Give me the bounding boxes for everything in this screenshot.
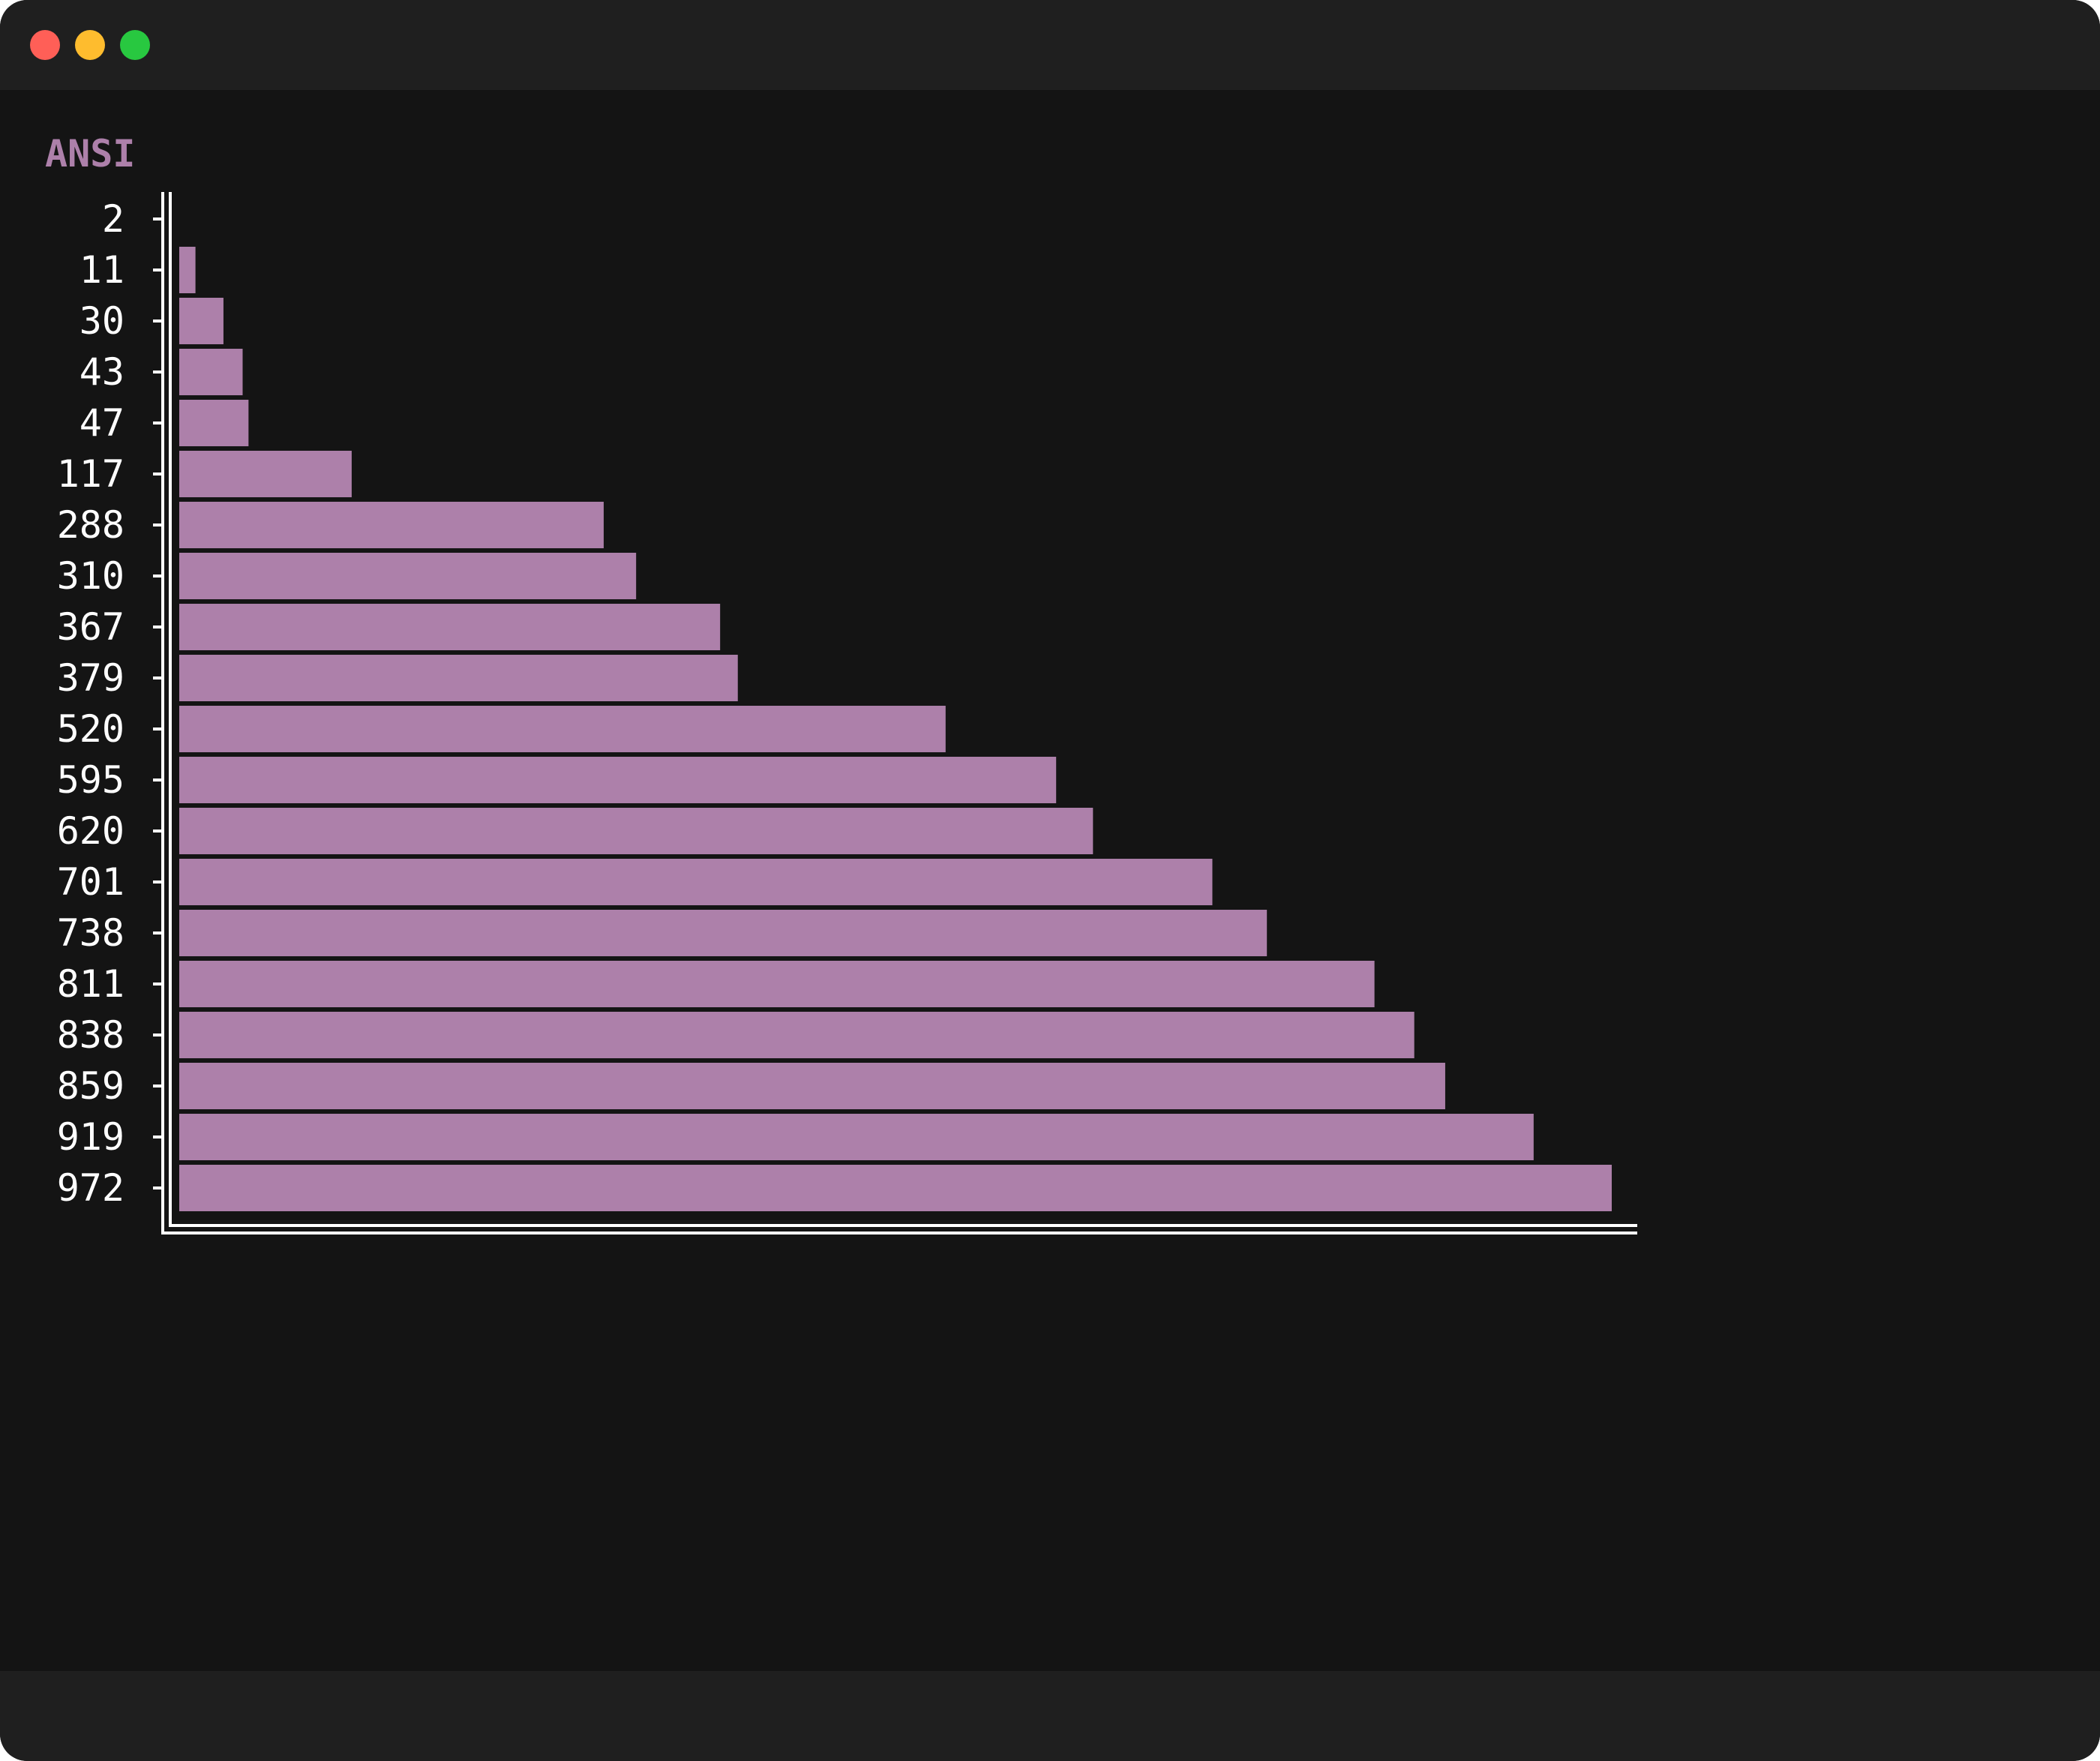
bar [179,502,604,548]
bar [179,859,1213,905]
y-tick-label: 738 [57,911,124,955]
bar [179,1114,1534,1160]
chart-axes [153,192,1637,1234]
chart-title: ANSI [45,132,135,176]
bar [179,808,1094,854]
bar-chart: ANSI 2 11 30 43 47 117 288 310 367 379 520 595 620 70… [45,132,1637,1234]
y-tick-label: 919 [57,1115,124,1159]
bar [179,349,243,395]
chart-bars [179,247,1612,1211]
y-tick-label: 859 [57,1064,124,1108]
bar [179,706,946,752]
y-tick-label: 11 [80,248,124,292]
y-tick-label: 520 [57,707,124,751]
y-tick-label: 620 [57,809,124,853]
bar [179,604,721,650]
bar [179,400,249,446]
y-tick-label: 2 [102,197,124,241]
bar [179,451,352,497]
chart-tick-labels: 2 11 30 43 47 117 288 310 367 379 520 595 620 701 738 8… [57,197,124,1210]
bar [179,1012,1414,1058]
y-tick-label: 595 [57,758,124,802]
y-tick-label: 310 [57,554,124,598]
y-tick-label: 972 [57,1166,124,1210]
minimize-button[interactable] [75,30,105,60]
bar [179,961,1375,1007]
bar [179,247,196,293]
y-tick-label: 379 [57,656,124,700]
bar [179,655,738,701]
y-tick-label: 838 [57,1013,124,1057]
bar [179,1063,1445,1109]
y-tick-label: 701 [57,860,124,904]
y-tick-label: 43 [80,350,124,394]
zoom-button[interactable] [120,30,150,60]
bar [179,757,1057,803]
y-tick-label: 117 [57,452,124,496]
bar [179,910,1268,956]
bar [179,298,224,344]
y-tick-label: 811 [57,962,124,1006]
terminal-content: ANSI 2 11 30 43 47 117 288 310 367 379 520 595 620 70… [0,90,2100,1671]
title-bar [0,0,2100,90]
y-tick-label: 288 [57,503,124,547]
y-tick-label: 30 [80,299,124,343]
y-tick-label: 47 [80,401,124,445]
bar [179,1165,1612,1211]
y-tick-label: 367 [57,605,124,649]
bar [179,553,637,599]
close-button[interactable] [30,30,60,60]
status-bar [0,1671,2100,1761]
